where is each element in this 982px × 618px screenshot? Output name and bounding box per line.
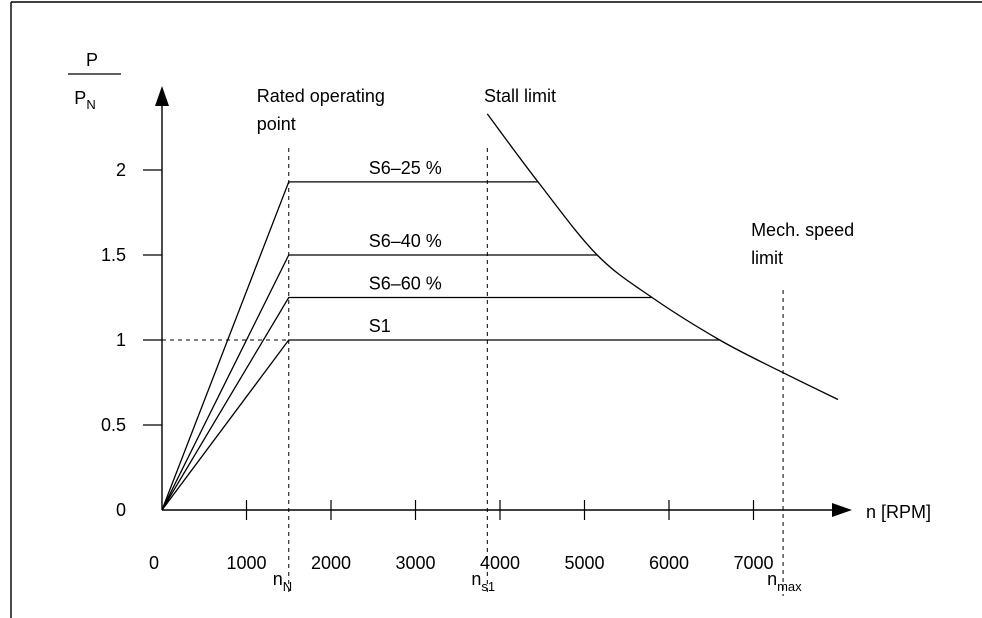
x-tick-label-3000: 3000 [395, 553, 435, 573]
y-tick-label-0: 0 [116, 500, 126, 520]
x-axis-label: n [RPM] [866, 502, 931, 522]
axis-ticks: 0 1000 2000 3000 4000 5000 6000 7000 0 0.5 1 1.5 2 [101, 160, 774, 573]
series-line-3 [161, 339, 720, 511]
y-tick-label-1.5: 1.5 [101, 245, 126, 265]
x-tick-label-4000: 4000 [480, 553, 520, 573]
x-tick-label-0: 0 [149, 553, 159, 573]
y-label-numerator: P [86, 50, 98, 70]
x-tick-label-2000: 2000 [311, 553, 351, 573]
x-tick-label-7000: 7000 [733, 553, 773, 573]
y-label-denominator-sub: N [86, 97, 95, 112]
x-tick-label-1000: 1000 [226, 553, 266, 573]
marker-annotation-2-0: Mech. speed [751, 220, 854, 240]
stall-limit-group [486, 113, 839, 401]
series-label-3: S1 [369, 316, 391, 336]
series-line-1 [161, 254, 598, 511]
marker-label-ns1: ns1 [471, 569, 495, 594]
marker-annotation-0-1: point [257, 114, 296, 134]
y-tick-label-1: 1 [116, 330, 126, 350]
x-tick-label-6000: 6000 [649, 553, 689, 573]
series-label-1: S6–40 % [369, 231, 442, 251]
marker-label-nN: nN [273, 569, 292, 594]
marker-annotation-0-0: Rated operating [257, 86, 385, 106]
x-tick-label-5000: 5000 [564, 553, 604, 573]
series-line-2 [161, 296, 653, 511]
series-label-0: S6–25 % [369, 158, 442, 178]
series-label-2: S6–60 % [369, 274, 442, 294]
stall-limit-curve [486, 113, 839, 401]
x-axis-arrow [832, 503, 852, 517]
y-label-denominator: PN [74, 88, 95, 112]
series-line-0 [161, 181, 539, 511]
marker-label-nmax: nmax [767, 569, 802, 594]
stall-limit-label: Stall limit [484, 86, 556, 106]
y-axis-arrow [155, 86, 169, 106]
marker-annotation-2-1: limit [751, 248, 783, 268]
y-tick-label-0.5: 0.5 [101, 415, 126, 435]
duty-cycle-series: S6–25 % S6–40 % S6–60 % S1 [161, 158, 720, 511]
y-label-denominator-main: P [74, 88, 86, 108]
speed-markers: nN Rated operating point ns1 nmax Mech. speed… [257, 86, 854, 596]
y-tick-label-2: 2 [116, 160, 126, 180]
